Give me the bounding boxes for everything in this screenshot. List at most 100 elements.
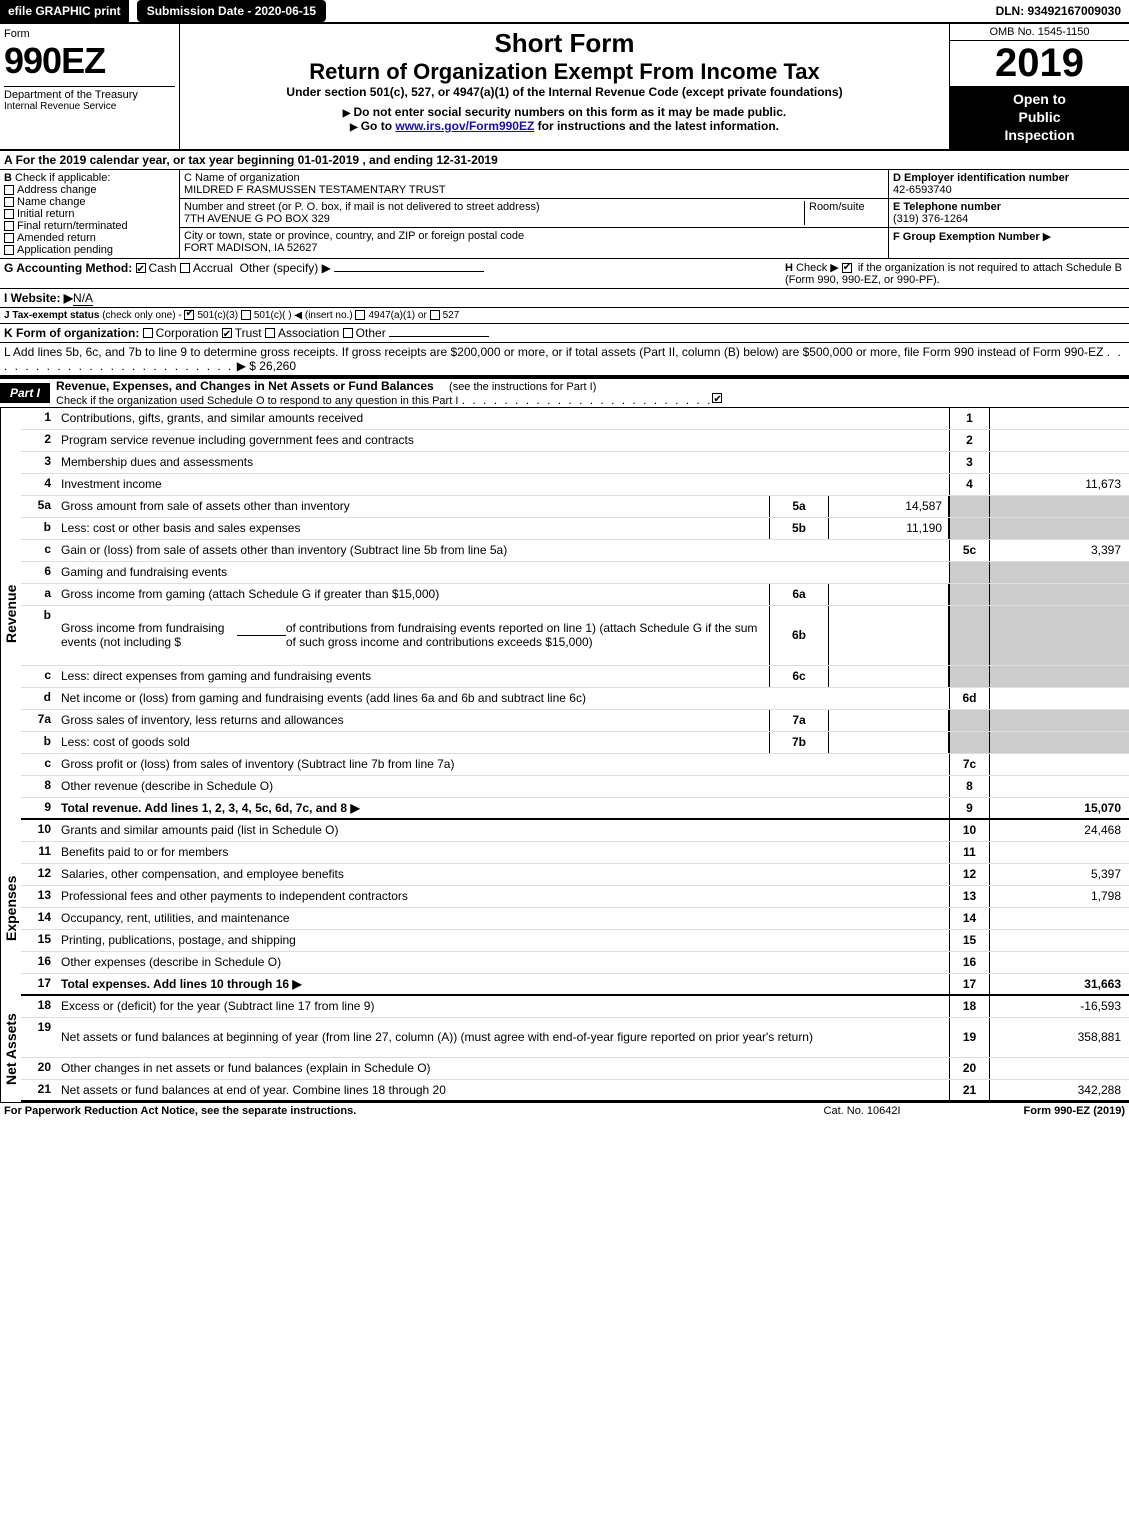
line-amt (989, 776, 1129, 797)
open-line1: Open to (954, 90, 1125, 108)
i-label: I Website: ▶ (4, 291, 73, 305)
open-line3: Inspection (954, 126, 1125, 144)
line-desc: Net income or (loss) from gaming and fun… (61, 691, 586, 705)
part1-title: Revenue, Expenses, and Changes in Net As… (50, 377, 440, 395)
k-label: K Form of organization: (4, 326, 139, 340)
checkbox-icon[interactable] (430, 310, 440, 320)
checkbox-icon[interactable] (4, 221, 14, 231)
section-b: B Check if applicable: Address change Na… (0, 170, 180, 258)
dln: DLN: 93492167009030 (988, 0, 1129, 22)
line-amt (989, 908, 1129, 929)
city-value: FORT MADISON, IA 52627 (184, 242, 317, 254)
checkbox-icon[interactable] (343, 328, 353, 338)
tax-year: 2019 (950, 41, 1129, 86)
k-other-input[interactable] (389, 336, 489, 337)
checkbox-icon[interactable] (143, 328, 153, 338)
subcol: 6c (769, 666, 829, 687)
revenue-section: Revenue 1Contributions, gifts, grants, a… (0, 408, 1129, 820)
line-amt: 5,397 (989, 864, 1129, 885)
subval (829, 710, 949, 731)
efile-label[interactable]: efile GRAPHIC print (0, 0, 129, 22)
b-opt: Name change (17, 196, 86, 208)
part1-check: Check if the organization used Schedule … (50, 395, 458, 407)
netassets-section: Net Assets 18Excess or (deficit) for the… (0, 996, 1129, 1102)
row-j: J Tax-exempt status (check only one) - 5… (0, 308, 1129, 324)
form-header: Form 990EZ Department of the Treasury In… (0, 24, 1129, 151)
line-desc: Total revenue. Add lines 1, 2, 3, 4, 5c,… (61, 801, 347, 815)
j-o3: 4947(a)(1) or (368, 310, 426, 321)
g-label: G Accounting Method: (4, 261, 132, 275)
checkbox-icon[interactable] (180, 263, 190, 273)
line-desc-pre: Gross income from fundraising events (no… (61, 621, 237, 649)
g-other: Other (specify) (240, 261, 319, 275)
line-amt (989, 408, 1129, 429)
line-desc: Other changes in net assets or fund bala… (61, 1061, 431, 1075)
line-amt (989, 930, 1129, 951)
checkbox-icon[interactable] (136, 263, 146, 273)
c-name-label: C Name of organization (184, 172, 300, 184)
line-desc: Gaming and fundraising events (61, 565, 227, 579)
checkbox-icon[interactable] (355, 310, 365, 320)
b-opt: Amended return (17, 232, 96, 244)
checkbox-icon[interactable] (842, 263, 852, 273)
goto-post: for instructions and the latest informat… (534, 119, 779, 133)
checkbox-icon[interactable] (4, 245, 14, 255)
street-label: Number and street (or P. O. box, if mail… (184, 201, 540, 213)
j-o1: 501(c)(3) (197, 310, 238, 321)
irs-link[interactable]: www.irs.gov/Form990EZ (395, 119, 534, 133)
blank-input[interactable] (237, 635, 286, 636)
subcol: 5b (769, 518, 829, 539)
subval (829, 666, 949, 687)
line-desc: Other expenses (describe in Schedule O) (61, 955, 281, 969)
line-a-label: A (4, 153, 16, 167)
line-amt: 358,881 (989, 1018, 1129, 1057)
checkbox-icon[interactable] (4, 209, 14, 219)
line-amt (989, 452, 1129, 473)
irs-label: Internal Revenue Service (4, 101, 175, 112)
line-amt: 3,397 (989, 540, 1129, 561)
footer-left: For Paperwork Reduction Act Notice, see … (4, 1105, 824, 1117)
open-line2: Public (954, 108, 1125, 126)
line-desc: Gross sales of inventory, less returns a… (61, 713, 344, 727)
f-label: F Group Exemption Number (893, 231, 1040, 243)
short-form-title: Short Form (188, 28, 941, 59)
title-center: Short Form Return of Organization Exempt… (180, 24, 949, 149)
e-label: E Telephone number (893, 201, 1001, 213)
page-footer: For Paperwork Reduction Act Notice, see … (0, 1102, 1129, 1119)
checkbox-icon[interactable] (4, 197, 14, 207)
line-desc: Grants and similar amounts paid (list in… (61, 823, 338, 837)
subcol: 7a (769, 710, 829, 731)
line-amt: 15,070 (989, 798, 1129, 818)
street-value: 7TH AVENUE G PO BOX 329 (184, 213, 330, 225)
section-def: D Employer identification number 42-6593… (889, 170, 1129, 258)
b-opt: Initial return (17, 208, 74, 220)
b-label: B (4, 172, 12, 184)
checkbox-icon[interactable] (4, 185, 14, 195)
room-label: Room/suite (809, 201, 865, 213)
line-desc: Investment income (61, 477, 162, 491)
phone-value: (319) 376-1264 (893, 213, 968, 225)
line-desc: Contributions, gifts, grants, and simila… (61, 411, 363, 425)
g-other-input[interactable] (334, 271, 484, 272)
line-amt (989, 754, 1129, 775)
j-text: (check only one) - (102, 310, 181, 321)
checkbox-icon[interactable] (184, 310, 194, 320)
checkbox-icon[interactable] (222, 328, 232, 338)
checkbox-icon[interactable] (712, 393, 722, 403)
checkbox-icon[interactable] (265, 328, 275, 338)
part1-label: Part I (0, 383, 50, 403)
checkbox-icon[interactable] (241, 310, 251, 320)
footer-mid: Cat. No. 10642I (824, 1105, 1024, 1117)
l-text: L Add lines 5b, 6c, and 7b to line 9 to … (4, 345, 1103, 359)
j-o2: 501(c)( ) (254, 310, 292, 321)
subcol: 7b (769, 732, 829, 753)
b-check-if: Check if applicable: (15, 172, 110, 184)
b-opt: Application pending (17, 244, 113, 256)
footer-right: Form 990-EZ (2019) (1024, 1105, 1125, 1117)
header-right: OMB No. 1545-1150 2019 Open to Public In… (949, 24, 1129, 149)
j-ins: ◀ (insert no.) (294, 310, 352, 321)
arrow-icon (350, 119, 361, 133)
website-value: N/A (73, 291, 93, 306)
line-desc: Occupancy, rent, utilities, and maintena… (61, 911, 290, 925)
checkbox-icon[interactable] (4, 233, 14, 243)
